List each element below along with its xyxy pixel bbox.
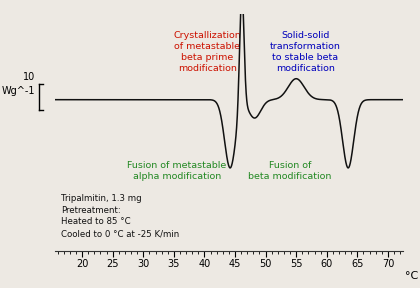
Text: Fusion of metastable
alpha modification: Fusion of metastable alpha modification [127,161,226,181]
Text: Wg^-1: Wg^-1 [2,86,35,96]
Text: Solid-solid
transformation
to stable beta
modification: Solid-solid transformation to stable bet… [270,31,341,73]
Text: Fusion of
beta modification: Fusion of beta modification [248,161,332,181]
Text: Crystallization
of metastable
beta prime
modification: Crystallization of metastable beta prime… [173,31,241,73]
Text: Tripalmitin, 1.3 mg
Pretreatment:
Heated to 85 °C
Cooled to 0 °C at -25 K/min: Tripalmitin, 1.3 mg Pretreatment: Heated… [61,194,179,238]
Text: 10: 10 [23,72,35,82]
Text: °C: °C [405,271,418,281]
